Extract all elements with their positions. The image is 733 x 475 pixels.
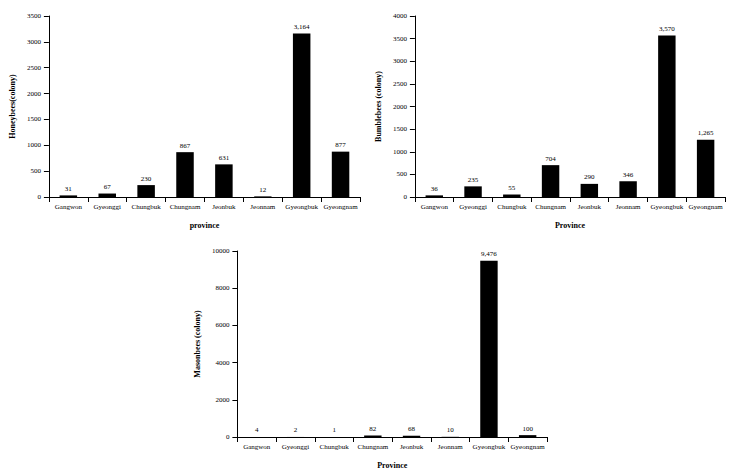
svg-text:1500: 1500 xyxy=(27,115,42,123)
svg-text:Chungbuk: Chungbuk xyxy=(132,203,162,211)
svg-text:Chungnam: Chungnam xyxy=(170,203,201,211)
svg-text:3,164: 3,164 xyxy=(294,23,310,31)
svg-text:Gyeongbuk: Gyeongbuk xyxy=(651,203,684,211)
svg-text:Bumblebees (colony): Bumblebees (colony) xyxy=(374,71,383,142)
svg-text:2500: 2500 xyxy=(27,64,42,72)
svg-text:Jeonbuk: Jeonbuk xyxy=(578,203,602,211)
svg-text:877: 877 xyxy=(335,141,346,149)
svg-text:Gangwon: Gangwon xyxy=(421,203,449,211)
svg-text:10: 10 xyxy=(447,426,455,434)
svg-text:67: 67 xyxy=(104,183,112,191)
svg-text:4: 4 xyxy=(255,426,259,434)
svg-text:Chungnam: Chungnam xyxy=(357,443,388,451)
svg-text:2000: 2000 xyxy=(393,103,408,111)
svg-text:36: 36 xyxy=(431,185,439,193)
svg-text:68: 68 xyxy=(408,425,416,433)
svg-text:1000: 1000 xyxy=(27,141,42,149)
svg-text:Jeonbuk: Jeonbuk xyxy=(212,203,236,211)
svg-text:82: 82 xyxy=(369,425,377,433)
svg-text:1,265: 1,265 xyxy=(698,129,714,137)
svg-text:500: 500 xyxy=(30,167,41,175)
svg-text:12: 12 xyxy=(259,186,267,194)
svg-text:10000: 10000 xyxy=(212,247,230,255)
svg-text:9,476: 9,476 xyxy=(481,250,497,258)
svg-text:3500: 3500 xyxy=(27,12,42,20)
svg-text:8000: 8000 xyxy=(215,284,230,292)
svg-text:Province: Province xyxy=(555,221,586,230)
svg-text:3000: 3000 xyxy=(393,57,408,65)
svg-text:290: 290 xyxy=(584,173,595,181)
svg-text:Jeonbuk: Jeonbuk xyxy=(400,443,424,451)
svg-text:100: 100 xyxy=(522,425,533,433)
svg-text:2000: 2000 xyxy=(215,396,230,404)
svg-text:4000: 4000 xyxy=(393,12,408,20)
svg-text:631: 631 xyxy=(219,154,230,162)
svg-text:Jeonnam: Jeonnam xyxy=(438,443,463,451)
svg-text:230: 230 xyxy=(141,175,152,183)
svg-text:0: 0 xyxy=(37,193,41,201)
svg-text:3000: 3000 xyxy=(27,38,42,46)
svg-text:Honeybees(colony): Honeybees(colony) xyxy=(8,74,17,139)
svg-text:3,570: 3,570 xyxy=(659,25,675,33)
svg-text:0: 0 xyxy=(403,193,407,201)
svg-text:Chungbuk: Chungbuk xyxy=(497,203,527,211)
svg-text:Chungbuk: Chungbuk xyxy=(320,443,350,451)
svg-text:Gangwon: Gangwon xyxy=(55,203,83,211)
svg-text:Jeonnam: Jeonnam xyxy=(616,203,641,211)
svg-text:Gyeongnam: Gyeongnam xyxy=(511,443,546,451)
svg-text:Gyeonggi: Gyeonggi xyxy=(282,443,310,451)
svg-text:3500: 3500 xyxy=(393,35,408,43)
svg-text:1000: 1000 xyxy=(393,148,408,156)
svg-text:province: province xyxy=(190,221,220,230)
svg-text:235: 235 xyxy=(468,176,479,184)
svg-text:Gyeongnam: Gyeongnam xyxy=(323,203,358,211)
svg-text:1500: 1500 xyxy=(393,125,408,133)
svg-text:2000: 2000 xyxy=(27,90,42,98)
svg-text:55: 55 xyxy=(508,184,516,192)
svg-text:Chungnam: Chungnam xyxy=(535,203,566,211)
svg-text:2: 2 xyxy=(294,426,298,434)
svg-text:Gyeongnam: Gyeongnam xyxy=(689,203,724,211)
svg-text:Masonbees (colony): Masonbees (colony) xyxy=(193,310,202,378)
svg-text:Gyeonggi: Gyeonggi xyxy=(459,203,487,211)
svg-text:Gyeongbuk: Gyeongbuk xyxy=(285,203,318,211)
svg-text:2500: 2500 xyxy=(393,80,408,88)
svg-text:Jeonnam: Jeonnam xyxy=(250,203,275,211)
svg-text:Gangwon: Gangwon xyxy=(243,443,271,451)
svg-text:31: 31 xyxy=(65,185,73,193)
svg-text:6000: 6000 xyxy=(215,321,230,329)
svg-text:867: 867 xyxy=(180,142,191,150)
svg-text:Province: Province xyxy=(377,461,408,470)
svg-text:0: 0 xyxy=(226,433,230,441)
svg-text:704: 704 xyxy=(545,155,556,163)
svg-text:1: 1 xyxy=(332,426,336,434)
svg-text:500: 500 xyxy=(396,170,407,178)
svg-text:346: 346 xyxy=(623,171,634,179)
svg-text:Gyeonggi: Gyeonggi xyxy=(93,203,121,211)
svg-text:Gyeongbuk: Gyeongbuk xyxy=(473,443,506,451)
svg-text:4000: 4000 xyxy=(215,359,230,367)
